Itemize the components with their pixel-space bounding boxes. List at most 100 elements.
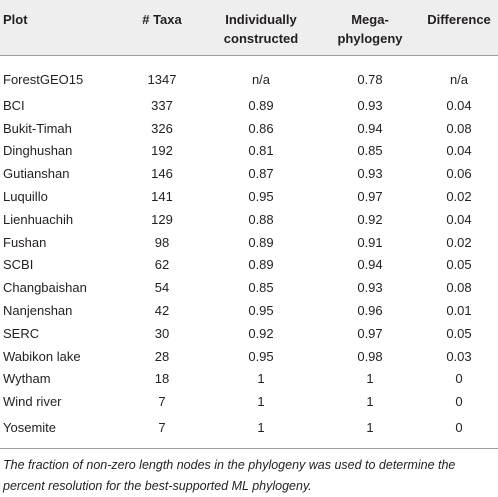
cell-plot: Bukit-Timah xyxy=(3,120,72,136)
cell-individually-constructed: 0.92 xyxy=(248,325,274,341)
cell-mega-phylogeny: 1 xyxy=(320,413,420,449)
cell-plot: Gutianshan xyxy=(3,166,70,182)
cell-difference: 0.05 xyxy=(446,257,472,273)
table-row: Changbaishan 54 0.85 0.93 0.08 xyxy=(0,277,498,300)
cell-difference: 0 xyxy=(455,371,463,387)
cell-taxa: 28 xyxy=(154,348,170,364)
cell-taxa: 62 xyxy=(154,257,170,273)
cell-individually-constructed: 0.87 xyxy=(248,166,274,182)
cell-difference: 0.01 xyxy=(446,303,472,319)
cell-individually-constructed: n/a xyxy=(251,71,271,87)
cell-plot: Nanjenshan xyxy=(3,303,73,319)
cell-plot: SERC xyxy=(3,325,40,341)
cell-plot: Dinghushan xyxy=(3,143,73,159)
cell-plot: Wabikon lake xyxy=(3,348,81,364)
cell-difference: 0.08 xyxy=(446,280,472,296)
cell-individually-constructed: 0.88 xyxy=(248,211,274,227)
cell-individually-constructed: 0.89 xyxy=(248,234,274,250)
table-row: Gutianshan 146 0.87 0.93 0.06 xyxy=(0,163,498,186)
cell-difference: 0.02 xyxy=(446,189,472,205)
cell-mega-phylogeny: 0.91 xyxy=(357,234,383,250)
cell-difference: 0.04 xyxy=(446,143,472,159)
cell-mega-phylogeny: 0.93 xyxy=(357,280,383,296)
cell-mega-phylogeny: 1 xyxy=(366,394,374,410)
cell-difference: 0 xyxy=(420,413,498,449)
cell-difference: 0.04 xyxy=(446,97,472,113)
cell-mega-phylogeny: 0.92 xyxy=(357,211,383,227)
cell-difference: 0.06 xyxy=(446,166,472,182)
header-mega-line1: Mega- xyxy=(351,12,389,27)
cell-difference: 0.03 xyxy=(446,348,472,364)
cell-individually-constructed: 0.81 xyxy=(248,143,274,159)
cell-taxa: 141 xyxy=(151,189,173,205)
cell-mega-phylogeny: 0.94 xyxy=(357,120,383,136)
header-individually-line2: constructed xyxy=(223,31,299,46)
cell-individually-constructed: 1 xyxy=(257,371,265,387)
table-row: Wytham 18 1 1 0 xyxy=(0,368,498,391)
cell-plot: Luquillo xyxy=(3,189,48,205)
cell-mega-phylogeny: 1 xyxy=(366,371,374,387)
cell-individually-constructed: 0.95 xyxy=(248,348,274,364)
header-taxa: # Taxa xyxy=(122,0,202,56)
table-row: Bukit-Timah 326 0.86 0.94 0.08 xyxy=(0,117,498,140)
table-row: Nanjenshan 42 0.95 0.96 0.01 xyxy=(0,300,498,323)
header-mega-phylogeny: Mega- phylogeny xyxy=(320,0,420,56)
cell-taxa: 1347 xyxy=(147,71,177,87)
cell-mega-phylogeny: 0.97 xyxy=(357,325,383,341)
cell-mega-phylogeny: 0.94 xyxy=(357,257,383,273)
cell-mega-phylogeny: 0.85 xyxy=(357,143,383,159)
cell-individually-constructed: 1 xyxy=(202,413,320,449)
cell-taxa: 326 xyxy=(151,120,173,136)
cell-difference: n/a xyxy=(449,71,469,87)
table-row: BCI 337 0.89 0.93 0.04 xyxy=(0,95,498,118)
cell-individually-constructed: 0.95 xyxy=(248,303,274,319)
cell-mega-phylogeny: 0.93 xyxy=(357,97,383,113)
cell-taxa: 42 xyxy=(154,303,170,319)
table-row: SCBI 62 0.89 0.94 0.05 xyxy=(0,254,498,277)
header-row: Plot # Taxa Individually constructed Meg… xyxy=(0,0,498,56)
cell-difference: 0.04 xyxy=(446,211,472,227)
cell-mega-phylogeny: 0.97 xyxy=(357,189,383,205)
table-row: SERC 30 0.92 0.97 0.05 xyxy=(0,322,498,345)
cell-mega-phylogeny: 0.93 xyxy=(357,166,383,182)
cell-mega-phylogeny: 0.98 xyxy=(357,348,383,364)
cell-taxa: 7 xyxy=(122,413,202,449)
cell-plot: BCI xyxy=(3,97,25,113)
header-individually-line1: Individually xyxy=(225,12,297,27)
cell-plot: SCBI xyxy=(3,257,34,273)
cell-taxa: 7 xyxy=(158,394,166,410)
cell-taxa: 98 xyxy=(154,234,170,250)
table-row: Wind river 7 1 1 0 xyxy=(0,391,498,414)
table-row: Yosemite 7 1 1 0 xyxy=(0,413,498,449)
header-difference: Difference xyxy=(420,0,498,56)
cell-difference: 0.08 xyxy=(446,120,472,136)
cell-individually-constructed: 0.86 xyxy=(248,120,274,136)
table-body: ForestGEO15 1347 n/a 0.78 n/a BCI 337 0.89 0.93 0… xyxy=(0,55,498,449)
header-plot: Plot xyxy=(0,0,122,56)
table-row: Fushan 98 0.89 0.91 0.02 xyxy=(0,231,498,254)
cell-taxa: 146 xyxy=(151,166,173,182)
cell-difference: 0.05 xyxy=(446,325,472,341)
cell-individually-constructed: 1 xyxy=(257,394,265,410)
cell-individually-constructed: 0.89 xyxy=(248,97,274,113)
cell-taxa: 337 xyxy=(151,97,173,113)
cell-plot: Lienhuachih xyxy=(3,211,74,227)
cell-plot: Changbaishan xyxy=(3,280,87,296)
cell-plot: Wind river xyxy=(3,394,62,410)
cell-individually-constructed: 0.85 xyxy=(248,280,274,296)
header-mega-line2: phylogeny xyxy=(337,31,403,46)
cell-mega-phylogeny: 0.78 xyxy=(357,71,383,87)
cell-taxa: 192 xyxy=(151,143,173,159)
table-footnote: The fraction of non-zero length nodes in… xyxy=(3,457,456,493)
table-row: Dinghushan 192 0.81 0.85 0.04 xyxy=(0,140,498,163)
table-row: Wabikon lake 28 0.95 0.98 0.03 xyxy=(0,345,498,368)
resolution-table: Plot # Taxa Individually constructed Meg… xyxy=(0,0,498,449)
header-individually-constructed: Individually constructed xyxy=(202,0,320,56)
cell-difference: 0.02 xyxy=(446,234,472,250)
cell-individually-constructed: 0.89 xyxy=(248,257,274,273)
cell-plot: Wytham xyxy=(3,371,51,387)
cell-taxa: 30 xyxy=(154,325,170,341)
cell-individually-constructed: 0.95 xyxy=(248,189,274,205)
cell-taxa: 18 xyxy=(154,371,170,387)
